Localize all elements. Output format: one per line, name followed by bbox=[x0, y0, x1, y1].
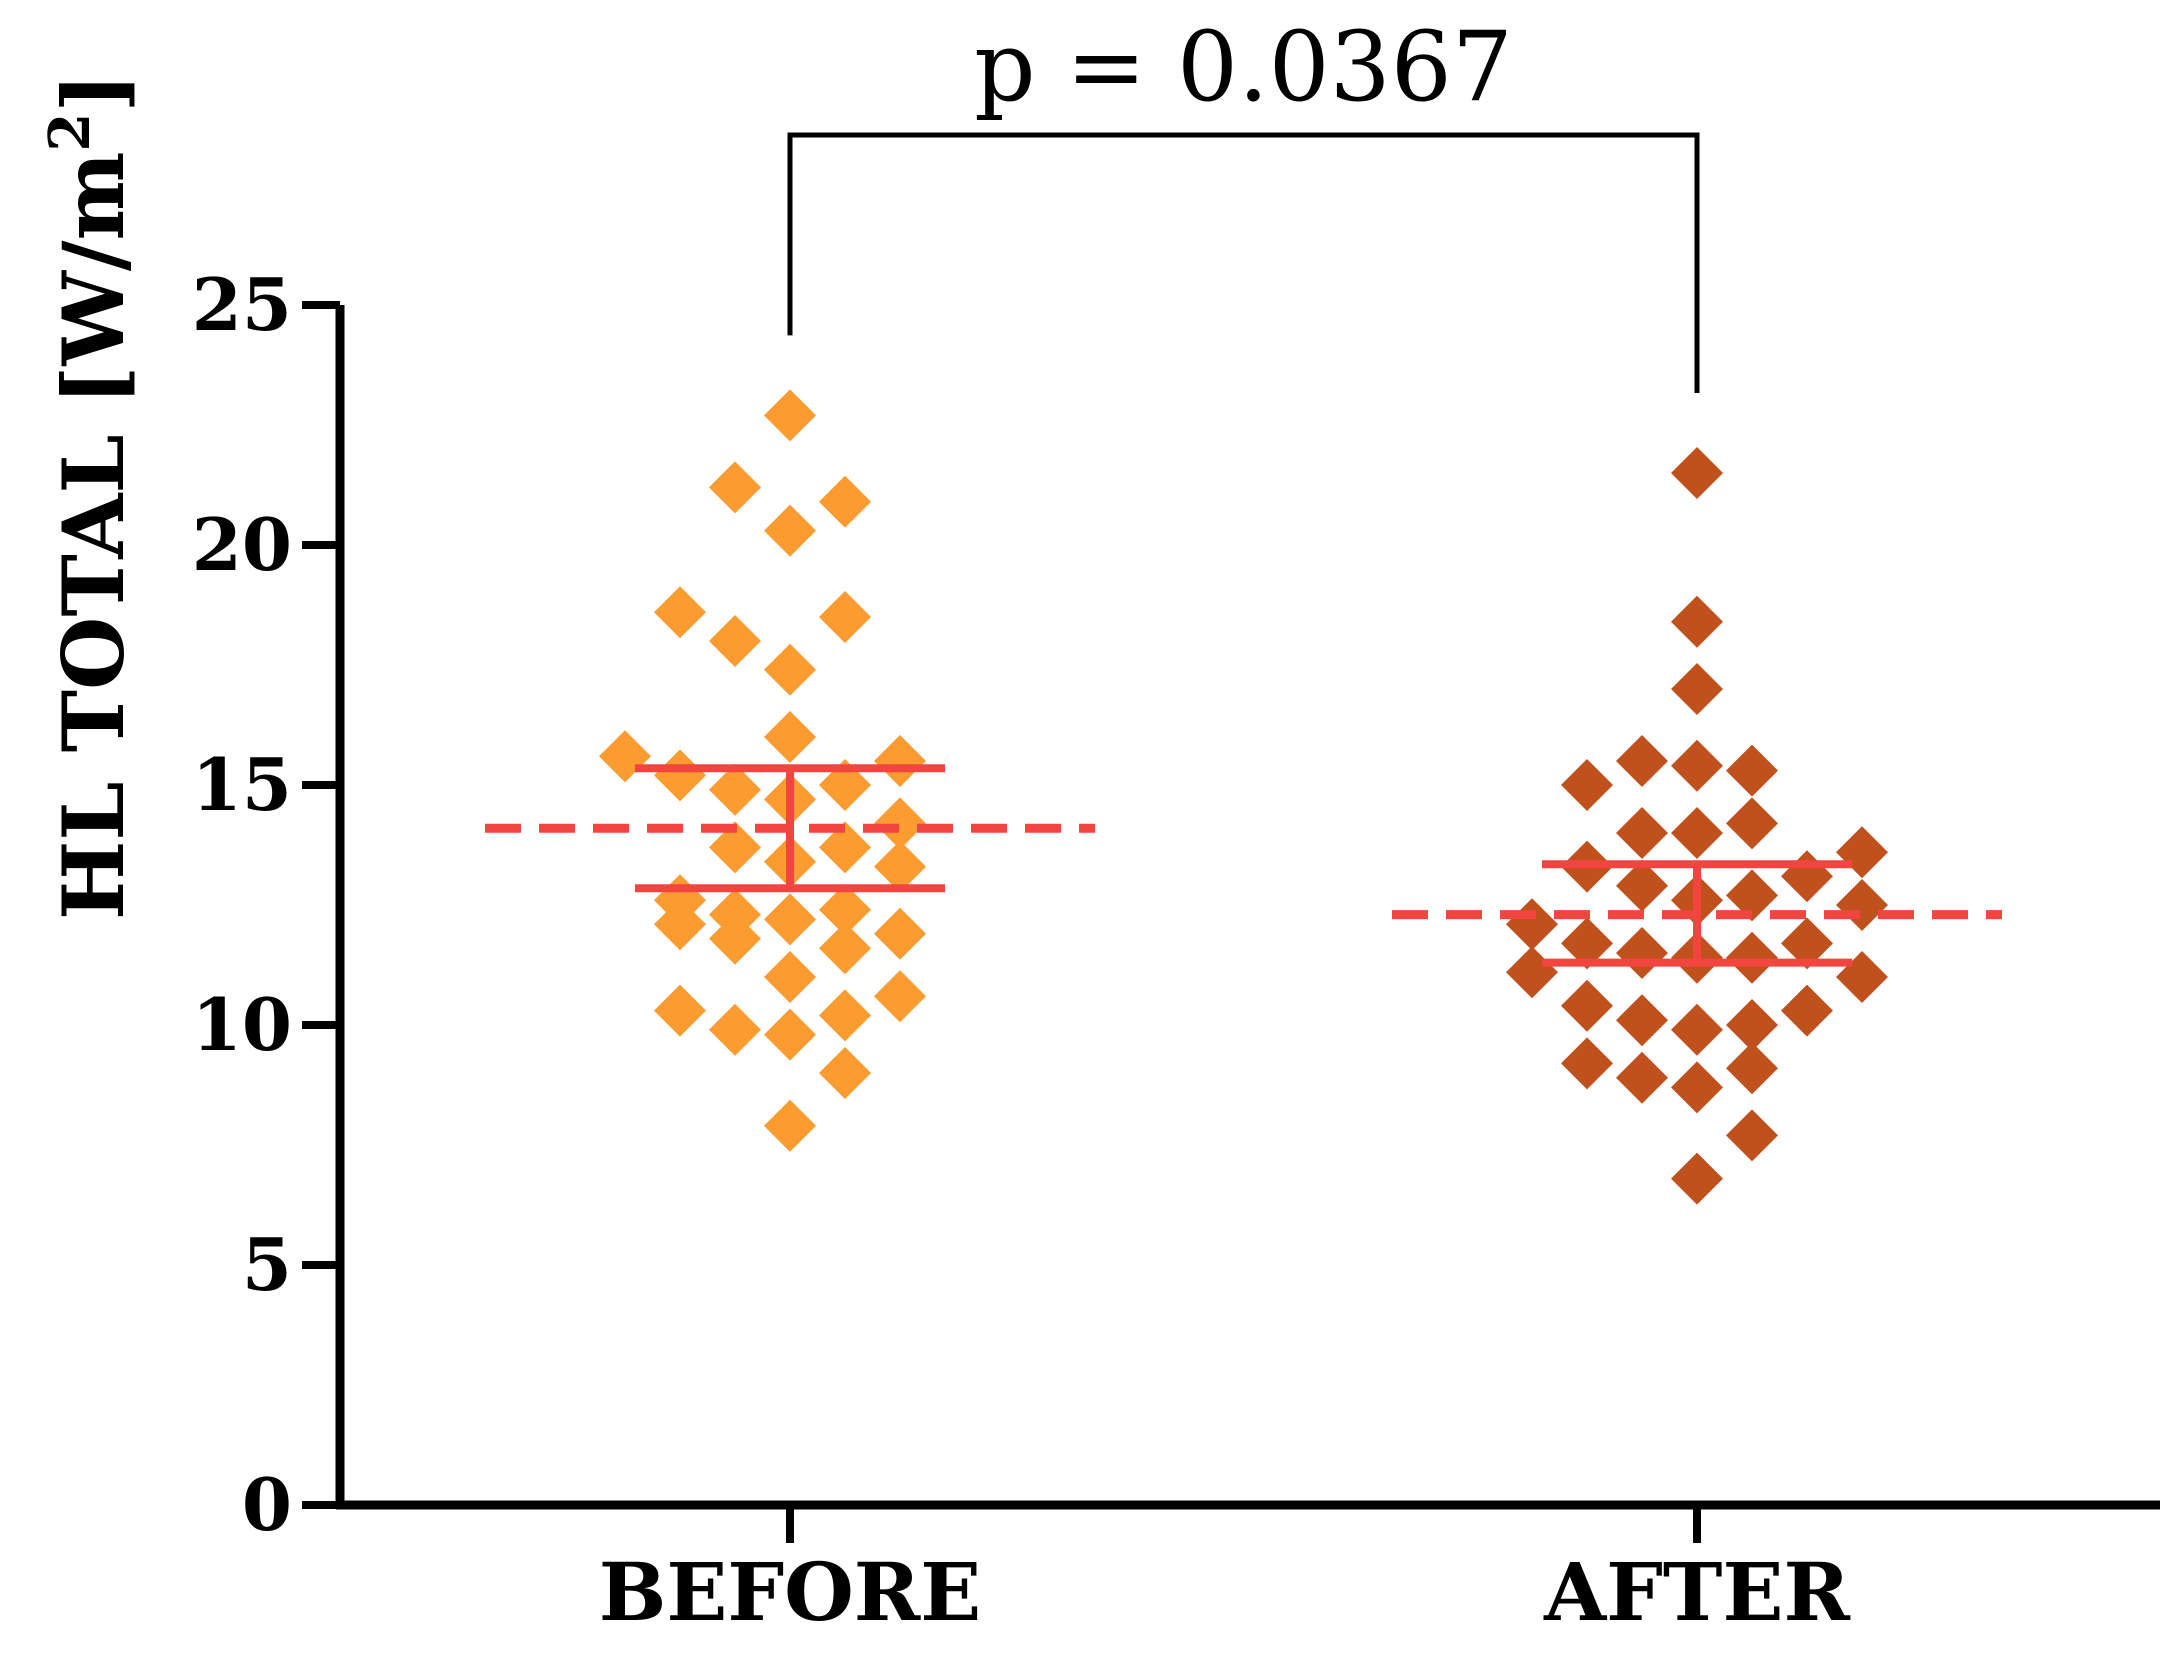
y-tick-label-5: 5 bbox=[242, 1222, 292, 1307]
point-after-35 bbox=[1671, 1152, 1723, 1205]
point-after-16 bbox=[1836, 879, 1888, 931]
point-before-23 bbox=[764, 893, 816, 946]
point-after-10 bbox=[1836, 826, 1888, 879]
point-before-35 bbox=[764, 1099, 816, 1152]
point-after-30 bbox=[1561, 1037, 1613, 1090]
point-before-6 bbox=[709, 615, 761, 667]
point-after-0 bbox=[1671, 447, 1723, 499]
y-tick-label-25: 25 bbox=[192, 262, 292, 347]
point-before-7 bbox=[764, 643, 816, 696]
point-before-27 bbox=[819, 922, 871, 975]
axes: 0 5 10 15 20 25 BEFORE AFTER bbox=[192, 262, 2160, 1639]
point-after-20 bbox=[1616, 927, 1668, 979]
point-after-33 bbox=[1671, 1061, 1723, 1114]
point-before-31 bbox=[819, 989, 871, 1042]
point-before-17 bbox=[819, 821, 871, 874]
point-before-8 bbox=[764, 711, 816, 763]
y-tick-label-15: 15 bbox=[192, 742, 292, 827]
point-after-4 bbox=[1671, 739, 1723, 792]
point-after-3 bbox=[1616, 735, 1668, 787]
point-before-19 bbox=[874, 840, 926, 893]
p-value-annotation: p = 0.0367 bbox=[974, 11, 1513, 123]
point-after-6 bbox=[1561, 759, 1613, 811]
point-after-26 bbox=[1781, 984, 1833, 1037]
point-before-29 bbox=[874, 970, 926, 1023]
point-after-14 bbox=[1726, 869, 1778, 922]
y-tick-label-10: 10 bbox=[192, 982, 292, 1067]
point-before-33 bbox=[764, 1008, 816, 1061]
point-before-21 bbox=[819, 883, 871, 936]
point-before-15 bbox=[874, 797, 926, 850]
point-before-28 bbox=[764, 951, 816, 1003]
point-before-26 bbox=[709, 912, 761, 965]
point-after-13 bbox=[1616, 859, 1668, 912]
point-before-16 bbox=[709, 821, 761, 874]
x-tick-label-before: BEFORE bbox=[599, 1545, 982, 1639]
point-after-31 bbox=[1726, 1042, 1778, 1095]
point-after-23 bbox=[1506, 946, 1558, 999]
point-before-4 bbox=[654, 586, 706, 639]
significance-bracket bbox=[787, 132, 1700, 393]
point-before-25 bbox=[874, 907, 926, 960]
point-before-3 bbox=[764, 504, 816, 557]
x-tick-label-after: AFTER bbox=[1543, 1545, 1850, 1639]
point-after-29 bbox=[1671, 1003, 1723, 1056]
point-after-19 bbox=[1781, 917, 1833, 970]
point-before-34 bbox=[819, 1047, 871, 1099]
point-after-32 bbox=[1616, 1051, 1668, 1104]
point-after-12 bbox=[1781, 850, 1833, 903]
point-after-28 bbox=[1726, 999, 1778, 1051]
y-axis-title-text: HL TOTAL [W/m bbox=[44, 152, 143, 920]
y-axis-title-superscript: 2 bbox=[37, 113, 103, 152]
y-tick-label-0: 0 bbox=[242, 1462, 292, 1547]
point-before-32 bbox=[709, 1003, 761, 1056]
point-after-7 bbox=[1726, 797, 1778, 850]
point-before-10 bbox=[874, 735, 926, 787]
point-before-0 bbox=[764, 389, 816, 442]
point-after-9 bbox=[1671, 807, 1723, 859]
point-after-27 bbox=[1616, 994, 1668, 1047]
summary-lines bbox=[485, 764, 2002, 967]
svg-text:HL TOTAL [W/m2]: HL TOTAL [W/m2] bbox=[37, 73, 143, 920]
point-after-5 bbox=[1726, 744, 1778, 797]
y-tick-label-20: 20 bbox=[192, 502, 292, 587]
bracket-line bbox=[787, 132, 1700, 393]
point-after-34 bbox=[1726, 1109, 1778, 1162]
point-before-11 bbox=[654, 749, 706, 802]
y-axis-title-close: ] bbox=[44, 73, 143, 113]
point-before-24 bbox=[654, 898, 706, 951]
point-before-2 bbox=[819, 475, 871, 528]
point-after-17 bbox=[1506, 898, 1558, 951]
y-axis-title: HL TOTAL [W/m2] bbox=[37, 73, 143, 920]
point-after-18 bbox=[1561, 917, 1613, 970]
point-after-21 bbox=[1726, 931, 1778, 984]
point-after-1 bbox=[1671, 595, 1723, 648]
point-before-13 bbox=[709, 763, 761, 816]
point-after-8 bbox=[1616, 807, 1668, 859]
point-after-25 bbox=[1561, 979, 1613, 1032]
point-after-2 bbox=[1671, 663, 1723, 715]
point-before-1 bbox=[709, 461, 761, 514]
point-before-9 bbox=[599, 730, 651, 783]
point-before-30 bbox=[654, 984, 706, 1037]
point-before-5 bbox=[819, 591, 871, 643]
